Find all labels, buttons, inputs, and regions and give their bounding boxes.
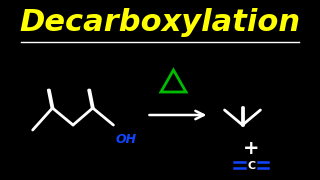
Text: C: C [247, 161, 255, 171]
Text: +: + [243, 138, 260, 158]
Text: OH: OH [115, 133, 136, 146]
Text: Decarboxylation: Decarboxylation [20, 8, 300, 37]
